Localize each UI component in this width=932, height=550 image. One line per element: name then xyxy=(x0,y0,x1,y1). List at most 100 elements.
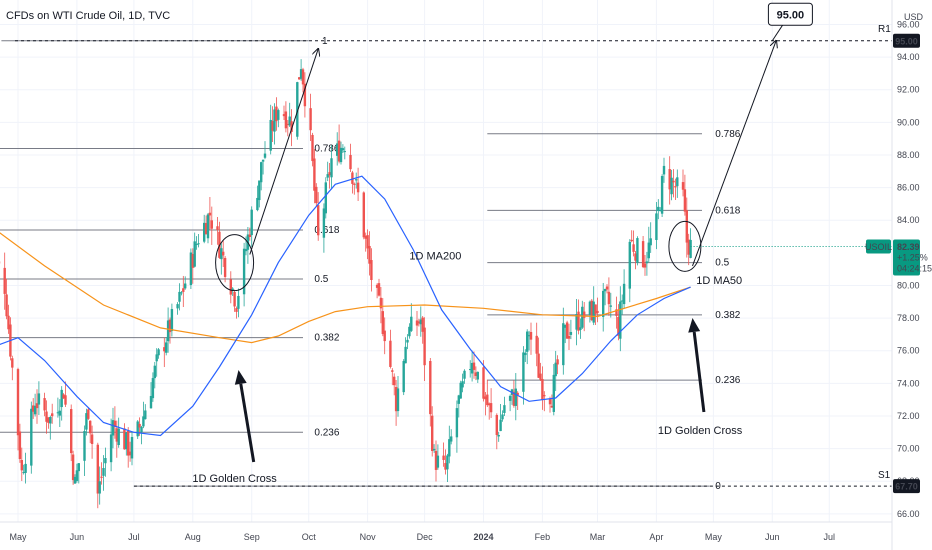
candle-body xyxy=(296,82,299,137)
candle-body xyxy=(282,114,286,117)
candle-body xyxy=(157,349,160,356)
candle-up xyxy=(330,145,333,190)
candle-body xyxy=(127,430,130,456)
candle-body xyxy=(109,434,113,463)
candle-body xyxy=(324,182,327,214)
candle-up xyxy=(136,420,139,439)
candle-down xyxy=(163,337,166,368)
candle-up xyxy=(180,290,183,296)
candle-up xyxy=(149,382,153,409)
candle-down xyxy=(47,417,50,429)
candle-down xyxy=(64,381,67,408)
currency-label[interactable]: USD xyxy=(904,12,924,22)
s1-price-tag-text: 67.70 xyxy=(895,482,918,492)
candle-up xyxy=(662,157,666,183)
candle-up xyxy=(203,214,206,244)
candle-up xyxy=(220,243,223,275)
candle-down xyxy=(349,143,352,173)
candle-body xyxy=(499,419,502,432)
price-axis[interactable]: 66.0068.0070.0072.0074.0076.0078.0080.00… xyxy=(690,19,932,519)
candle-body xyxy=(163,347,166,352)
candle-up xyxy=(231,287,234,297)
candle-up xyxy=(263,141,267,160)
candle-down xyxy=(351,170,354,194)
fib-2023-label: 1 xyxy=(322,36,328,47)
candle-body xyxy=(155,354,158,362)
candle-up xyxy=(647,226,650,263)
time-axis[interactable]: May Jun Jul Aug Sep Oct Nov Dec 2024 Feb Mar Apr May… xyxy=(9,532,835,542)
candle-body xyxy=(203,222,206,242)
candle-body xyxy=(543,394,546,397)
candle-up xyxy=(524,349,527,363)
candle-down xyxy=(484,392,487,416)
candle-up xyxy=(514,373,517,421)
candle-down xyxy=(127,427,130,468)
candle-body xyxy=(508,395,512,401)
time-tick-label: Mar xyxy=(590,532,606,542)
candle-body xyxy=(567,336,571,339)
candle-body xyxy=(565,322,569,339)
candle-down xyxy=(634,251,637,270)
candle-down xyxy=(417,318,421,327)
candle-up xyxy=(75,463,79,483)
candle-body xyxy=(469,369,472,371)
r1-label: R1 xyxy=(878,24,891,35)
candle-down xyxy=(537,337,540,379)
candle-body xyxy=(233,292,236,307)
candle-down xyxy=(356,167,360,201)
price-tick-label: 84.00 xyxy=(897,215,920,225)
candle-body xyxy=(484,396,487,400)
candle-body xyxy=(476,371,479,380)
candle-down xyxy=(210,206,213,245)
candle-body xyxy=(49,416,52,424)
candle-body xyxy=(442,455,445,460)
candle-down xyxy=(5,278,8,320)
candle-body xyxy=(35,403,39,409)
candle-body xyxy=(256,197,259,211)
candle-body xyxy=(377,283,381,296)
candle-body xyxy=(138,423,141,428)
ma200-line xyxy=(0,232,691,344)
candle-up xyxy=(206,212,210,244)
candle-up xyxy=(469,360,472,378)
candle-up xyxy=(581,300,584,330)
candle-down xyxy=(516,391,519,410)
candle-up xyxy=(579,318,582,339)
candle-down xyxy=(71,450,75,485)
candle-down xyxy=(284,101,288,133)
candle-down xyxy=(434,440,438,482)
candle-up xyxy=(258,180,261,208)
candle-body xyxy=(421,317,424,332)
candle-up xyxy=(404,337,407,364)
fibonacci-retracements: 1 0.786 0.618 0.5 0.382 0.236 0.786 0.618 0.5 0.3… xyxy=(0,24,892,492)
time-tick-label: May xyxy=(705,532,723,542)
bold-arrow-shaft xyxy=(692,331,706,413)
candle-body xyxy=(681,182,685,190)
candle-body xyxy=(501,414,504,420)
candle-body xyxy=(7,315,10,330)
candle-body xyxy=(176,304,179,309)
candle-up xyxy=(527,330,531,351)
candle-body xyxy=(223,257,227,277)
candle-down xyxy=(353,182,356,195)
candle-body xyxy=(514,388,517,406)
candle-down xyxy=(248,227,251,241)
candle-down xyxy=(429,357,432,427)
candle-down xyxy=(472,351,476,379)
candle-body xyxy=(229,279,232,295)
candle-body xyxy=(311,134,314,162)
ma50-line xyxy=(0,175,691,437)
fib-2024-label: 0.5 xyxy=(715,258,729,269)
candle-body xyxy=(100,476,103,478)
candle-up xyxy=(476,371,479,383)
candle-up xyxy=(457,394,460,418)
candle-up xyxy=(562,307,565,375)
candle-body xyxy=(336,143,339,156)
candle-down xyxy=(630,230,633,243)
candle-up xyxy=(166,307,170,353)
candle-up xyxy=(109,418,113,472)
candle-up xyxy=(419,306,422,337)
candle-body xyxy=(166,320,170,342)
